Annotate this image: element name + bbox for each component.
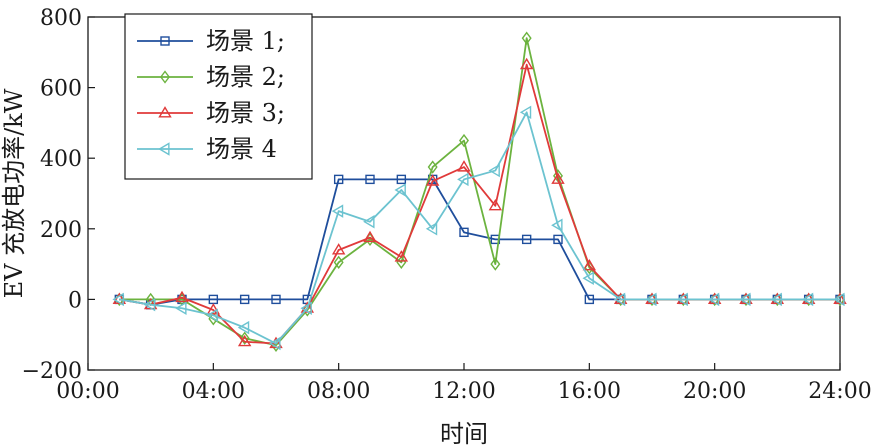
data-point	[365, 174, 375, 185]
data-point	[488, 198, 503, 211]
data-point	[206, 303, 221, 315]
y-tick-label: 400	[40, 147, 82, 172]
x-axis-label: 时间	[440, 420, 488, 448]
data-point	[613, 292, 626, 307]
data-point	[239, 331, 250, 345]
series-4	[112, 105, 845, 351]
data-point	[519, 105, 532, 120]
data-point	[331, 243, 346, 255]
series-layer	[112, 31, 847, 352]
legend-box	[124, 13, 313, 180]
data-point	[521, 31, 532, 45]
data-point	[521, 234, 532, 245]
data-point	[519, 57, 534, 70]
data-point	[833, 292, 845, 307]
data-point	[331, 204, 344, 218]
y-tick-label: 200	[40, 218, 82, 243]
data-point	[271, 294, 281, 305]
data-point	[333, 255, 344, 270]
x-tick-label: 00:00	[56, 379, 119, 404]
x-tick-label: 20:00	[683, 379, 746, 404]
data-point	[770, 292, 782, 307]
data-point	[676, 292, 688, 307]
legend-marker	[158, 142, 170, 156]
data-point	[582, 271, 594, 285]
legend-label: 场景 3;	[206, 99, 285, 127]
x-tick-label: 16:00	[558, 379, 621, 404]
legend-marker	[158, 106, 172, 118]
legend-item: 场景 1;	[137, 27, 285, 55]
data-point	[457, 160, 471, 172]
legend-label: 场景 1;	[206, 27, 285, 55]
chart-axes: 00:00 04:00 08:00 12:00 16:00 20:00 24:00 −200 0…	[0, 6, 872, 448]
legend-item: 场景 2;	[137, 63, 285, 91]
legend-item: 场景 4	[137, 135, 277, 163]
data-point	[300, 301, 312, 315]
legend-label: 场景 4	[206, 135, 277, 163]
data-point	[801, 292, 814, 307]
data-point	[425, 174, 440, 186]
series-1	[114, 174, 845, 310]
legend: 场景 1; 场景 2; 场景 3; 场景 4	[124, 13, 313, 180]
x-tick-label: 12:00	[432, 379, 495, 404]
data-point	[427, 160, 438, 174]
data-point	[239, 294, 250, 305]
data-point	[333, 174, 344, 185]
data-point	[582, 258, 597, 271]
data-point	[237, 320, 250, 335]
data-point	[396, 174, 407, 185]
y-tick-label: −200	[22, 359, 82, 384]
data-point	[584, 294, 595, 305]
data-point	[459, 227, 469, 238]
data-point	[459, 133, 469, 148]
data-point	[425, 222, 438, 236]
y-tick-label: 0	[68, 288, 82, 313]
data-point	[551, 172, 565, 184]
data-point	[707, 292, 720, 307]
data-point	[551, 218, 563, 232]
legend-marker	[160, 36, 170, 46]
series-line	[119, 178, 840, 306]
data-point	[645, 292, 657, 307]
series-line	[119, 111, 840, 345]
data-point	[394, 183, 406, 197]
data-point	[488, 163, 500, 178]
data-point	[553, 234, 563, 245]
legend-label: 场景 2;	[206, 63, 285, 91]
x-tick-label: 04:00	[182, 379, 245, 404]
data-point	[457, 172, 469, 187]
data-point	[112, 292, 124, 307]
data-point	[363, 230, 377, 243]
data-point	[237, 334, 252, 347]
y-tick-label: 600	[40, 77, 82, 102]
data-point	[739, 292, 751, 307]
data-point	[175, 290, 189, 303]
data-point	[363, 215, 375, 229]
data-point	[269, 336, 281, 351]
legend-item: 场景 3;	[137, 99, 285, 127]
data-point	[206, 308, 218, 323]
data-point	[394, 250, 409, 262]
data-point	[490, 257, 501, 271]
x-tick-label: 24:00	[808, 379, 871, 404]
y-axis-label: EV 充放电功率/kW	[0, 88, 28, 298]
data-point	[143, 297, 156, 312]
legend-marker	[160, 70, 170, 84]
y-tick-label: 800	[40, 6, 82, 31]
x-tick-label: 08:00	[307, 379, 370, 404]
data-point	[175, 301, 187, 315]
